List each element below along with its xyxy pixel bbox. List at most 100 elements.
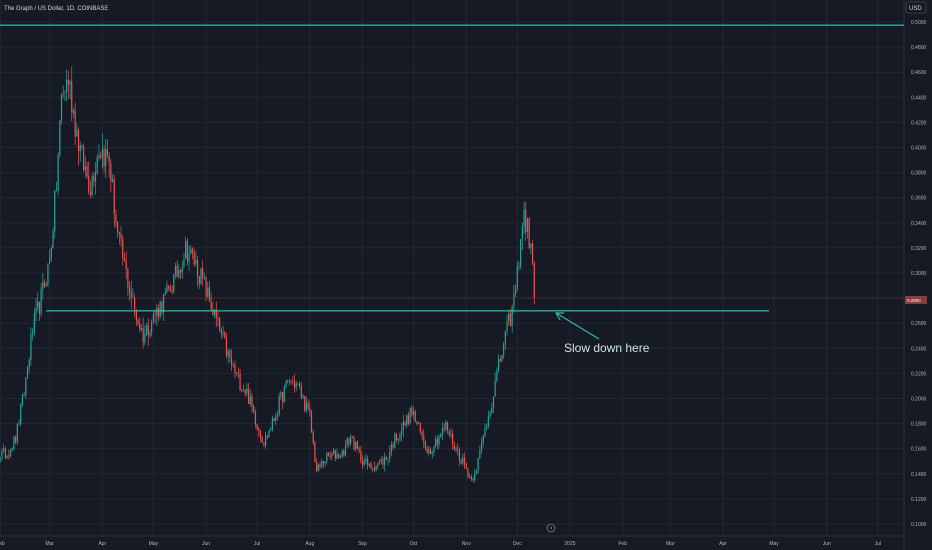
candle-body [312, 431, 314, 443]
candle-body [30, 334, 32, 360]
candle-body [307, 403, 309, 409]
y-tick-label: 0.3400 [911, 221, 927, 227]
candle-body [448, 431, 450, 436]
candle-body [215, 309, 217, 319]
candle-body [147, 325, 149, 336]
candle-body [433, 446, 435, 453]
candle-body [94, 172, 97, 182]
candle-body [166, 285, 168, 293]
candle-body [28, 359, 30, 367]
candle-body [479, 450, 481, 459]
candle-body [402, 421, 404, 431]
candle-body [486, 426, 488, 429]
x-tick-label: Dec [513, 541, 522, 547]
annotation-arrow-shaft [555, 312, 600, 340]
candle-body [77, 129, 80, 152]
candle-body [96, 157, 98, 173]
x-tick-label: 2025 [564, 541, 575, 547]
candle-body [348, 438, 350, 444]
horizontal-levels [0, 24, 904, 312]
candle-body [460, 460, 462, 464]
candle-body [198, 276, 200, 284]
candle-body [268, 430, 270, 438]
candle-body [106, 149, 109, 156]
x-tick-label: Nov [462, 541, 471, 547]
candle-body [47, 263, 49, 285]
candle-body [108, 155, 110, 164]
candle-body [242, 389, 245, 391]
x-tick-label: Jun [202, 541, 210, 547]
candle-body [135, 309, 137, 321]
candle-body [339, 456, 342, 458]
candle-body [140, 328, 143, 330]
candle-body [443, 427, 445, 430]
candle-body [217, 318, 219, 319]
candle-body [530, 243, 532, 249]
candle-body [171, 291, 173, 293]
candle-body [154, 314, 156, 316]
y-tick-label: 0.1400 [911, 472, 927, 478]
candle-body [317, 464, 319, 471]
candle-body [361, 460, 364, 465]
candle-body [275, 416, 277, 421]
candle-body [6, 455, 8, 459]
candle-body [42, 282, 44, 290]
candle-body [38, 301, 41, 314]
candle-body [86, 166, 88, 177]
currency-button-label[interactable]: USD [909, 6, 922, 12]
candle-body [283, 386, 285, 402]
candle-body [186, 240, 188, 262]
candle-body [105, 149, 107, 167]
candle-body [431, 452, 433, 454]
candle-body [15, 437, 17, 443]
chart-title: The Graph / US Dollar, 1D, COINBASE [4, 6, 108, 12]
x-tick-label: May [149, 541, 159, 547]
candle-body [20, 404, 22, 424]
candle-body [475, 470, 478, 474]
candle-body [523, 209, 525, 227]
candle-body [202, 268, 204, 278]
x-tick-label: Jul [254, 541, 260, 547]
candle-body [263, 442, 265, 446]
candle-body [145, 325, 148, 334]
candle-body [179, 269, 182, 273]
candle-body [117, 222, 119, 232]
currency-button[interactable]: USD [905, 1, 927, 14]
candle-body [162, 294, 165, 313]
candle-body [316, 461, 318, 471]
candle-body [200, 268, 202, 284]
candle-body [258, 428, 260, 432]
candle-body [503, 344, 505, 355]
candle-body [149, 332, 151, 336]
candle-body [351, 436, 353, 438]
y-tick-label: 0.3200 [911, 246, 927, 252]
candle-body [43, 282, 46, 287]
candle-body [356, 441, 359, 449]
y-tick-label: 0.4200 [911, 120, 927, 126]
candle-body [378, 460, 381, 464]
y-tick-label: 0.1800 [911, 422, 927, 428]
currency-button-bg[interactable] [905, 1, 927, 14]
candle-body [484, 428, 486, 437]
candle-body [297, 383, 299, 385]
candle-body [395, 433, 398, 440]
candle-body [125, 260, 127, 269]
flash-icon[interactable] [546, 523, 556, 533]
candle-body [222, 332, 224, 334]
candle-body [511, 306, 513, 327]
candle-body [185, 240, 187, 259]
candle-body [0, 457, 1, 459]
candle-body [426, 447, 428, 454]
candle-body [406, 415, 408, 426]
candle-body [501, 354, 503, 361]
x-tick-label: Jul [875, 541, 881, 547]
candle-body [355, 441, 357, 450]
candle-body [224, 332, 226, 339]
candle-body [416, 421, 418, 425]
flash-icon-circle[interactable] [546, 523, 556, 533]
candle-body [84, 166, 86, 170]
candle-body [518, 266, 520, 268]
candles [0, 66, 535, 483]
candle-body [506, 321, 508, 331]
candle-body [89, 191, 92, 196]
